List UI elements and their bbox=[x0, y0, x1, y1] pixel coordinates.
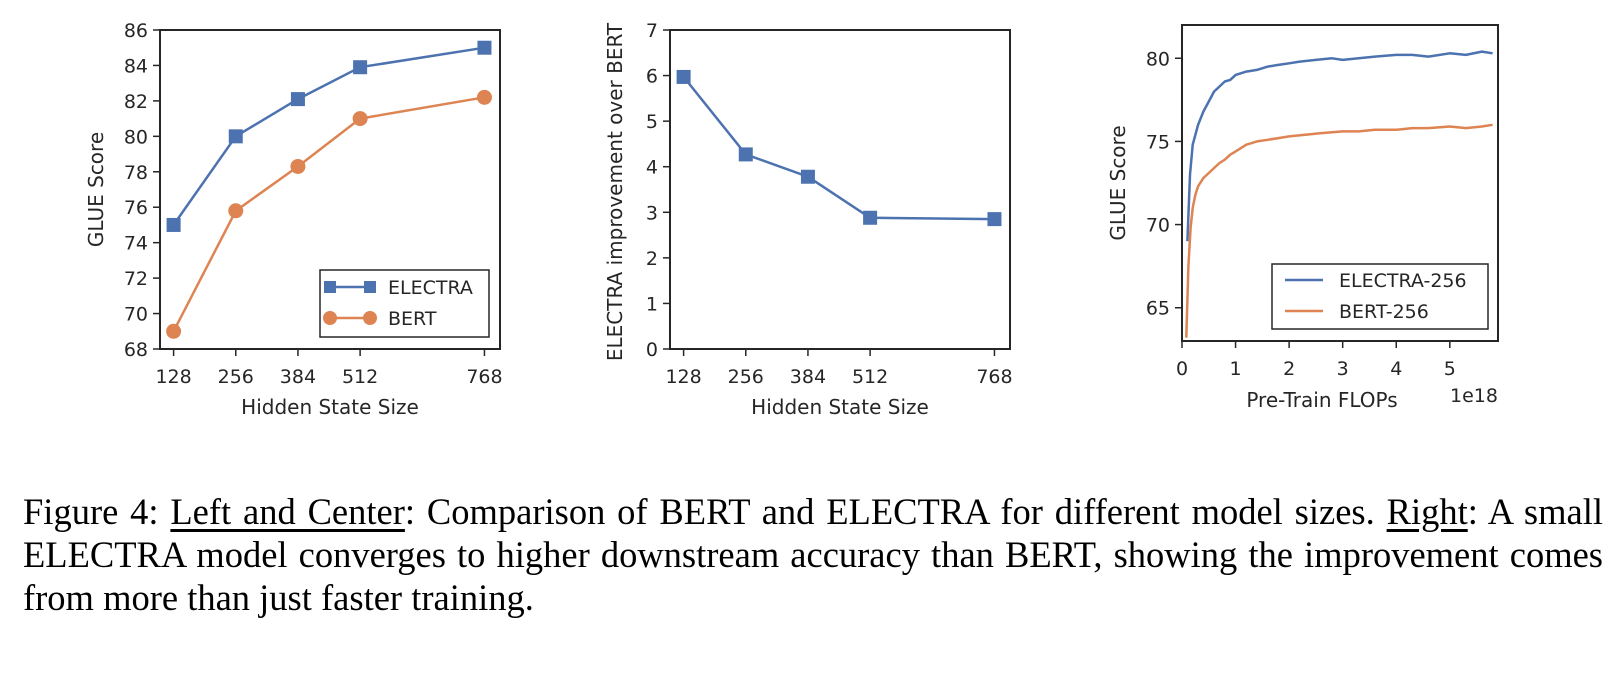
chart2-xtick-label: 384 bbox=[790, 366, 826, 388]
chart1-series-electra-point bbox=[166, 217, 181, 232]
chart2-ytick-label: 3 bbox=[646, 202, 658, 224]
chart3-panel: 0 1 2 3 4 5 65 70 75 80 Pre-Train FLOPs GLUE Score 1… bbox=[1106, 24, 1499, 412]
chart1-axes-frame bbox=[159, 29, 501, 350]
chart3-legend: ELECTRA-256 BERT-256 bbox=[1271, 263, 1489, 330]
chart2-series-electra-improvement-point bbox=[863, 210, 878, 225]
chart1-legend-electra-marker bbox=[324, 281, 336, 293]
chart1-series-bert-point bbox=[476, 89, 492, 105]
chart1-legend: ELECTRA BERT bbox=[319, 269, 490, 338]
chart1-xtick-label: 256 bbox=[218, 366, 254, 388]
chart1-ytick-label: 78 bbox=[124, 162, 148, 184]
chart1-ytick-label: 84 bbox=[124, 55, 148, 77]
chart2-series-electra-improvement-point bbox=[738, 147, 753, 162]
chart2-xtick-label: 128 bbox=[665, 366, 701, 388]
chart2-panel: 128 256 384 512 768 0 1 2 3 4 5 6 7 Hidden State Size… bbox=[603, 20, 1013, 419]
chart2-xtick-label: 256 bbox=[728, 366, 764, 388]
chart3-series-bert-256-line bbox=[1185, 123, 1493, 338]
chart2-ylabel: ELECTRA improvement over BERT bbox=[603, 22, 627, 361]
chart3-legend-bert-256-label: BERT-256 bbox=[1339, 301, 1429, 323]
chart1-series-electra-point bbox=[228, 129, 243, 144]
chart3-series-electra-256-line bbox=[1186, 50, 1493, 242]
chart1-series-electra-point bbox=[353, 60, 368, 75]
chart3-xtick-label: 4 bbox=[1390, 358, 1402, 380]
chart2-series-electra-improvement-point bbox=[676, 69, 691, 84]
chart2-xtick-label: 512 bbox=[852, 366, 888, 388]
chart1-legend-bert-marker bbox=[323, 311, 337, 325]
figure-caption: Figure 4: Left and Center: Comparison of… bbox=[23, 490, 1603, 619]
chart1-ytick-label: 74 bbox=[124, 233, 148, 255]
chart3-ytick-label: 75 bbox=[1146, 131, 1170, 153]
chart2-ytick-label: 6 bbox=[646, 66, 658, 88]
chart3-xtick-label: 1 bbox=[1230, 358, 1242, 380]
chart1-legend-electra-label: ELECTRA bbox=[388, 277, 473, 299]
chart2-series-electra-improvement-point bbox=[987, 212, 1002, 227]
chart1-panel: 128 256 384 512 768 68 70 72 74 76 78 80 82 84 86 Hidde… bbox=[84, 20, 503, 419]
chart2-ytick-label: 7 bbox=[646, 20, 658, 42]
chart2-series-electra-improvement-line bbox=[682, 76, 995, 221]
chart2-axes-frame bbox=[669, 29, 1011, 350]
chart3-ytick-label: 65 bbox=[1146, 298, 1170, 320]
chart1-ytick-label: 82 bbox=[124, 91, 148, 113]
chart1-series-bert-point bbox=[166, 323, 182, 339]
caption-left-center: Left and Center bbox=[170, 491, 405, 532]
caption-prefix: Figure 4: bbox=[23, 491, 171, 532]
chart1-series-electra-point bbox=[477, 40, 492, 55]
chart1-ytick-label: 86 bbox=[124, 20, 148, 42]
chart1-series-bert-point bbox=[352, 111, 368, 127]
chart2-ytick-label: 0 bbox=[646, 339, 658, 361]
chart3-xtick-label: 0 bbox=[1176, 358, 1188, 380]
chart2-ytick-label: 4 bbox=[646, 157, 658, 179]
chart3-ytick-label: 80 bbox=[1146, 48, 1170, 70]
chart1-ytick-label: 80 bbox=[124, 126, 148, 148]
chart2-xlabel: Hidden State Size bbox=[751, 395, 929, 419]
chart1-xtick-label: 384 bbox=[280, 366, 316, 388]
chart1-legend-bert-label: BERT bbox=[388, 308, 437, 330]
chart1-ytick-label: 76 bbox=[124, 197, 148, 219]
chart3-legend-frame bbox=[1271, 263, 1489, 330]
chart1-series-bert-point bbox=[290, 158, 306, 174]
chart1-ylabel: GLUE Score bbox=[84, 132, 108, 247]
chart2-xtick-label: 768 bbox=[976, 366, 1012, 388]
chart3-ytick-label: 70 bbox=[1146, 215, 1170, 237]
caption-part1: : Comparison of BERT and ELECTRA for dif… bbox=[404, 491, 1387, 532]
chart3-xtick-label: 5 bbox=[1444, 358, 1456, 380]
chart3-ylabel: GLUE Score bbox=[1106, 125, 1130, 240]
chart2-ytick-label: 5 bbox=[646, 111, 658, 133]
chart1-xtick-label: 768 bbox=[466, 366, 502, 388]
chart3-xtick-label: 3 bbox=[1337, 358, 1349, 380]
chart1-legend-electra-marker bbox=[364, 281, 376, 293]
chart2-ytick-label: 2 bbox=[646, 248, 658, 270]
chart2-series-electra-improvement-point bbox=[800, 169, 815, 184]
figure-panels: 128 256 384 512 76868707274767880828486Hidde… bbox=[84, 20, 1499, 419]
chart1-ytick-label: 68 bbox=[124, 339, 148, 361]
chart3-legend-electra-256-label: ELECTRA-256 bbox=[1339, 270, 1467, 292]
chart1-ytick-label: 70 bbox=[124, 304, 148, 326]
chart1-series-electra-line bbox=[172, 46, 485, 226]
chart1-series-bert-point bbox=[228, 203, 244, 219]
chart3-axes-frame bbox=[1181, 24, 1499, 342]
chart1-legend-frame bbox=[319, 269, 490, 338]
chart3-xlabel: Pre-Train FLOPs bbox=[1246, 388, 1397, 412]
chart3-xtick-label: 2 bbox=[1283, 358, 1295, 380]
chart1-xtick-label: 512 bbox=[342, 366, 378, 388]
chart3-xscale-label: 1e18 bbox=[1450, 385, 1498, 407]
chart1-series-electra-point bbox=[290, 92, 305, 107]
caption-right: Right bbox=[1386, 491, 1468, 532]
chart2-ytick-label: 1 bbox=[646, 293, 658, 315]
chart1-legend-bert-marker bbox=[363, 311, 377, 325]
caption-part2: : A small ELECTRA model converges to hig… bbox=[23, 491, 1603, 618]
chart1-ytick-label: 72 bbox=[124, 268, 148, 290]
chart1-xlabel: Hidden State Size bbox=[241, 395, 419, 419]
chart1-xtick-label: 128 bbox=[155, 366, 191, 388]
